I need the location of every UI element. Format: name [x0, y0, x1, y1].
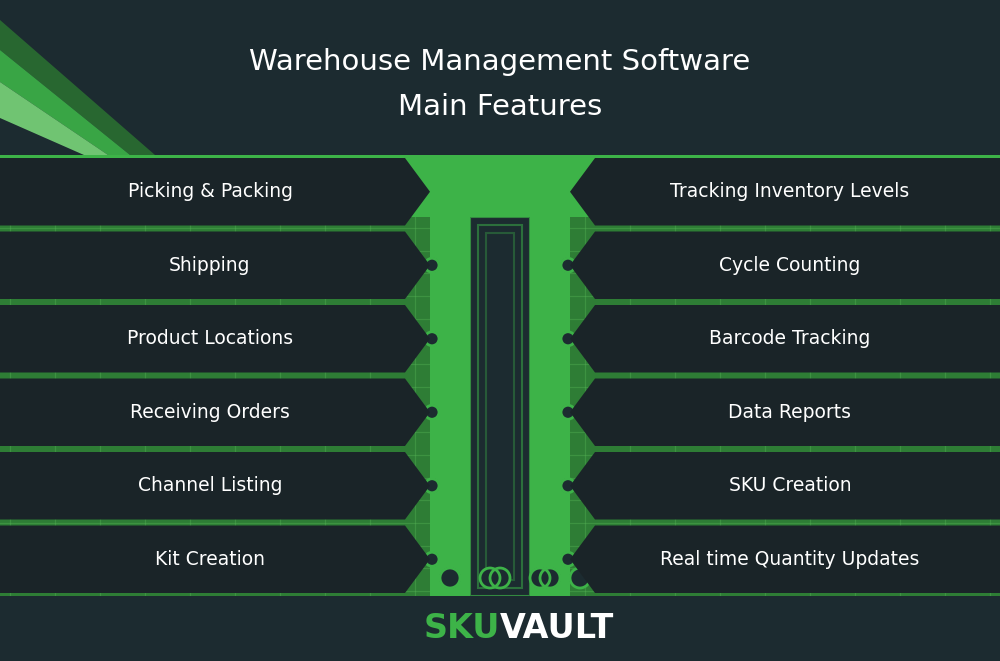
- Text: SKU Creation: SKU Creation: [729, 476, 851, 495]
- Polygon shape: [0, 379, 430, 446]
- Polygon shape: [0, 50, 130, 155]
- Circle shape: [480, 568, 500, 588]
- Polygon shape: [570, 525, 1000, 593]
- Bar: [0, 596, 1000, 661]
- Text: Warehouse Management Software: Warehouse Management Software: [249, 48, 751, 76]
- Bar: [530, 155, 570, 596]
- Text: Barcode Tracking: Barcode Tracking: [709, 329, 871, 348]
- Polygon shape: [0, 452, 430, 520]
- Bar: [486, 233, 514, 580]
- Polygon shape: [570, 305, 1000, 373]
- Text: Cycle Counting: Cycle Counting: [719, 256, 861, 275]
- Bar: [0, 0, 1000, 155]
- Polygon shape: [0, 525, 430, 593]
- Circle shape: [561, 552, 575, 566]
- Circle shape: [561, 332, 575, 346]
- Text: Receiving Orders: Receiving Orders: [130, 403, 290, 422]
- Circle shape: [561, 405, 575, 419]
- Bar: [470, 217, 530, 596]
- Bar: [430, 155, 470, 596]
- Circle shape: [425, 405, 439, 419]
- Text: Shipping: Shipping: [169, 256, 251, 275]
- Polygon shape: [0, 20, 155, 155]
- Bar: [478, 225, 522, 588]
- Text: SKU: SKU: [424, 612, 500, 645]
- Polygon shape: [0, 231, 430, 299]
- Circle shape: [540, 568, 560, 588]
- Polygon shape: [570, 452, 1000, 520]
- Text: Picking & Packing: Picking & Packing: [128, 182, 292, 201]
- Text: Tracking Inventory Levels: Tracking Inventory Levels: [670, 182, 910, 201]
- Text: VAULT: VAULT: [500, 612, 614, 645]
- Circle shape: [440, 568, 460, 588]
- Text: Real time Quantity Updates: Real time Quantity Updates: [660, 550, 920, 568]
- Circle shape: [570, 568, 590, 588]
- Polygon shape: [0, 82, 108, 155]
- Circle shape: [561, 479, 575, 492]
- Circle shape: [425, 552, 439, 566]
- Circle shape: [425, 332, 439, 346]
- Polygon shape: [0, 158, 430, 225]
- Polygon shape: [570, 158, 1000, 225]
- Bar: [470, 217, 530, 596]
- Circle shape: [561, 258, 575, 272]
- Text: Channel Listing: Channel Listing: [138, 476, 282, 495]
- Bar: [0, 155, 1000, 596]
- Bar: [0, 155, 1000, 217]
- Circle shape: [425, 258, 439, 272]
- Circle shape: [425, 479, 439, 492]
- Text: Kit Creation: Kit Creation: [155, 550, 265, 568]
- Circle shape: [530, 568, 550, 588]
- Polygon shape: [0, 305, 430, 373]
- Circle shape: [490, 568, 510, 588]
- Text: Data Reports: Data Reports: [728, 403, 852, 422]
- Text: Product Locations: Product Locations: [127, 329, 293, 348]
- Text: Main Features: Main Features: [398, 93, 602, 121]
- Polygon shape: [570, 379, 1000, 446]
- Polygon shape: [570, 231, 1000, 299]
